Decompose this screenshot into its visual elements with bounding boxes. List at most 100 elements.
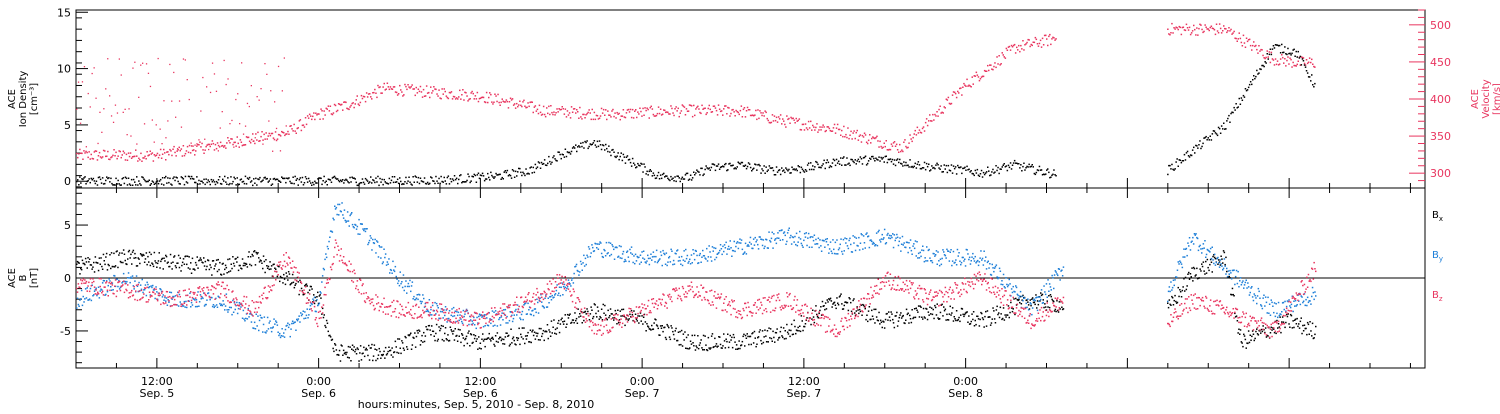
density-point — [269, 180, 271, 182]
velocity-point — [542, 114, 544, 116]
b-bx-point — [317, 292, 319, 294]
b-bx-point — [406, 346, 408, 348]
velocity-point — [335, 105, 337, 107]
density-point — [571, 151, 573, 153]
velocity-point — [239, 146, 241, 148]
b-bx-point — [117, 267, 119, 269]
b-by-point — [882, 239, 884, 241]
b-by-point — [140, 284, 142, 286]
top-panel-frame — [76, 10, 1425, 188]
b-by-point — [880, 241, 882, 243]
b-bx-point — [374, 344, 376, 346]
velocity-point — [636, 117, 638, 119]
b-bx-point — [423, 332, 425, 334]
density-point — [880, 157, 882, 159]
density-point — [585, 142, 587, 144]
b-bx-point — [1182, 286, 1184, 288]
velocity-point — [296, 133, 298, 135]
b-by-point — [832, 239, 834, 241]
b-by-point — [701, 257, 703, 259]
b-bx-point — [806, 317, 808, 319]
density-point — [1297, 56, 1299, 58]
density-point — [684, 178, 686, 180]
b-by-point — [291, 323, 293, 325]
density-point — [886, 156, 888, 158]
b-bx-point — [298, 294, 300, 296]
density-point — [1225, 128, 1227, 130]
b-by-point — [654, 261, 656, 263]
b-by-point — [848, 248, 850, 250]
b-bx-point — [1178, 296, 1180, 298]
density-point — [1314, 83, 1316, 85]
b-bx-point — [384, 357, 386, 359]
b-bx-point — [986, 325, 988, 327]
b-by-point — [662, 250, 664, 252]
b-by-point — [667, 261, 669, 263]
b-by-point — [254, 322, 256, 324]
velocity-point — [498, 102, 500, 104]
b-bx-point — [299, 280, 301, 282]
velocity-point — [1028, 39, 1030, 41]
density-point — [546, 165, 548, 167]
b-by-point — [871, 241, 873, 243]
b-bx-point — [1224, 264, 1226, 266]
velocity-point — [853, 130, 855, 132]
b-by-point — [226, 293, 228, 295]
b-bx-point — [339, 350, 341, 352]
velocity-point — [404, 84, 406, 86]
velocity-point — [1274, 64, 1276, 66]
velocity-point — [1268, 56, 1270, 58]
density-point — [669, 180, 671, 182]
density-point — [288, 177, 290, 179]
velocity-point — [1037, 43, 1039, 45]
b-bx-point — [1224, 252, 1226, 254]
b-by-point — [347, 211, 349, 213]
b-by-point — [583, 255, 585, 257]
b-bx-point — [638, 322, 640, 324]
velocity-point — [605, 109, 607, 111]
b-bx-point — [1055, 309, 1057, 311]
b-by-point — [522, 311, 524, 313]
density-point — [796, 168, 798, 170]
b-by-point — [382, 263, 384, 265]
b-bx-point — [352, 345, 354, 347]
velocity-point — [519, 101, 521, 103]
velocity-point — [264, 138, 266, 140]
b-bx-point — [227, 259, 229, 261]
b-bx-point — [755, 337, 757, 339]
density-point — [723, 166, 725, 168]
b-bx-point — [1217, 264, 1219, 266]
b-bx-point — [873, 318, 875, 320]
b-bx-point — [536, 335, 538, 337]
b-by-point — [878, 230, 880, 232]
b-bx-point — [801, 315, 803, 317]
b-by-point — [278, 335, 280, 337]
b-bx-point — [573, 319, 575, 321]
b-bx-point — [900, 312, 902, 314]
b-bx-point — [924, 317, 926, 319]
density-point — [1279, 45, 1281, 47]
b-by-point — [385, 253, 387, 255]
density-point — [586, 140, 588, 142]
velocity-point — [473, 93, 475, 95]
density-point — [494, 176, 496, 178]
density-point — [776, 166, 778, 168]
density-point — [314, 181, 316, 183]
density-point — [992, 169, 994, 171]
density-point — [124, 183, 126, 185]
velocity-point — [996, 56, 998, 58]
density-point — [1196, 145, 1198, 147]
density-point — [1004, 163, 1006, 165]
velocity-point — [1245, 47, 1247, 49]
velocity-point — [924, 130, 926, 132]
b-by-point — [494, 325, 496, 327]
b-by-point — [653, 256, 655, 258]
velocity-point — [406, 89, 408, 91]
velocity-point — [892, 145, 894, 147]
b-bx-point — [1021, 303, 1023, 305]
b-by-point — [652, 256, 654, 258]
b-by-point — [889, 235, 891, 237]
b-bx-point — [835, 308, 837, 310]
b-by-point — [451, 315, 453, 317]
velocity-point — [341, 104, 343, 106]
